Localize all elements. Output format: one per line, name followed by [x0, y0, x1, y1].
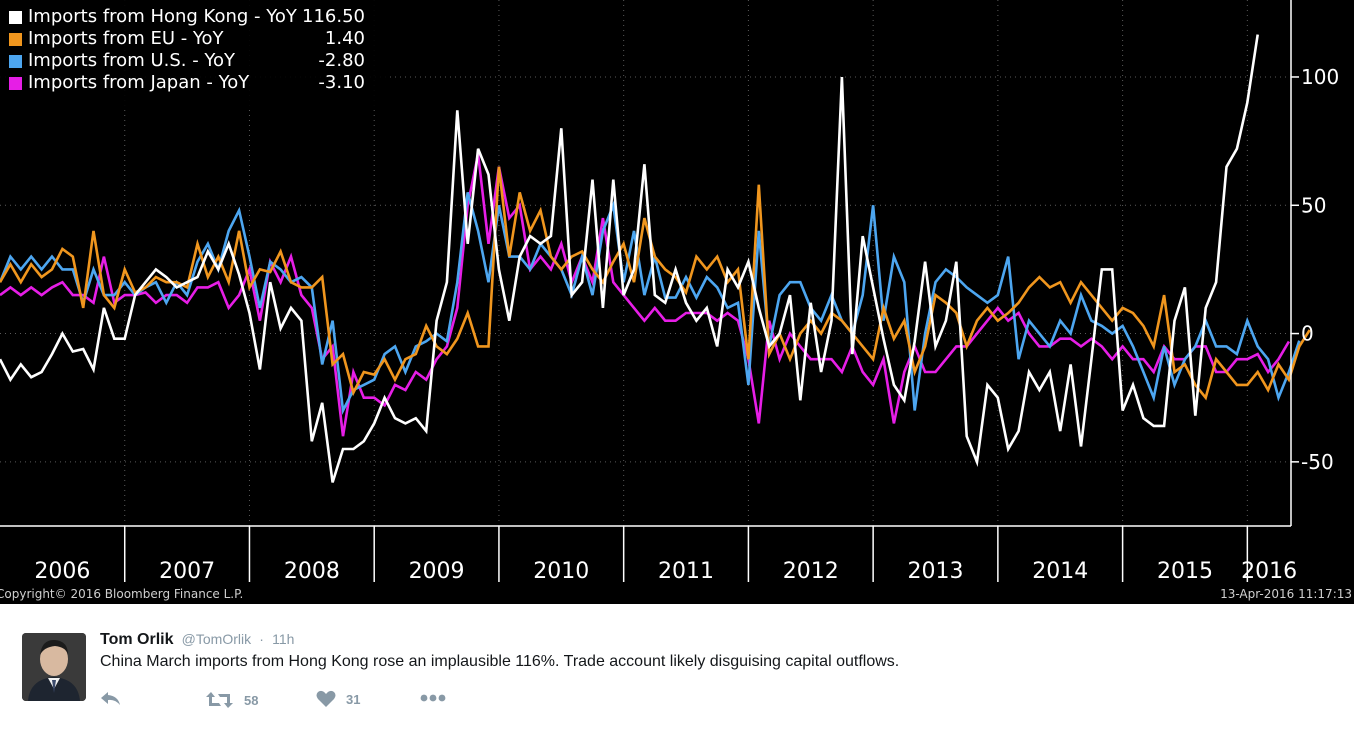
legend-value: -2.80: [318, 50, 365, 71]
x-tick-label: 2011: [658, 559, 714, 584]
legend-label: Imports from U.S. - YoY: [28, 50, 236, 71]
x-tick-label: 2014: [1032, 559, 1088, 584]
x-tick-label: 2006: [34, 559, 90, 584]
like-button[interactable]: 31: [316, 690, 360, 708]
tweet-time[interactable]: 11h: [272, 631, 295, 647]
tweet-card: Tom Orlik @TomOrlik · 11h China March im…: [0, 604, 1354, 738]
author-name[interactable]: Tom Orlik: [100, 631, 174, 648]
more-button[interactable]: [420, 693, 448, 703]
tweet-header: Tom Orlik @TomOrlik · 11h: [100, 631, 294, 649]
y-tick-label: 100: [1301, 65, 1339, 89]
like-count: 31: [346, 691, 361, 707]
series-line-imports-from-eu-yoy: [0, 166, 1311, 401]
copyright-text: Copyright© 2016 Bloomberg Finance L.P.: [0, 587, 243, 601]
x-tick-label: 2013: [908, 559, 964, 584]
chart-panel: Imports from Hong Kong - YoY 116.50 Import…: [0, 0, 1354, 604]
separator: ·: [259, 631, 264, 647]
x-tick-label: 2012: [783, 559, 839, 584]
legend-label: Imports from Japan - YoY: [28, 72, 250, 93]
y-tick-label: -50: [1301, 450, 1334, 474]
retweet-button[interactable]: 58: [206, 690, 258, 710]
legend-value: 116.50: [302, 6, 365, 27]
x-tick-label: 2007: [159, 559, 215, 584]
x-tick-label: 2015: [1157, 559, 1213, 584]
author-handle[interactable]: @TomOrlik: [181, 631, 252, 647]
x-tick-label: 2016: [1241, 559, 1297, 584]
year-dividers: [123, 526, 1249, 582]
retweet-icon: [206, 692, 233, 708]
reply-icon: [101, 692, 120, 705]
legend-value: -3.10: [318, 72, 365, 93]
legend-value: 1.40: [325, 28, 365, 49]
heart-icon: [316, 690, 336, 707]
legend-label: Imports from Hong Kong - YoY: [28, 6, 298, 27]
x-tick-label: 2008: [284, 559, 340, 584]
y-axis: 100 50 0 -50: [0, 0, 1339, 527]
x-tick-label: 2010: [533, 559, 589, 584]
more-icon: [420, 694, 446, 702]
y-tick-label: 50: [1301, 193, 1326, 217]
legend-box: [0, 0, 386, 108]
tweet-text: China March imports from Hong Kong rose …: [100, 653, 900, 670]
retweet-count: 58: [244, 692, 259, 708]
series-line-imports-from-hong-kong-yoy: [0, 34, 1259, 483]
series-line-imports-from-japan-yoy: [0, 153, 1291, 437]
legend-swatch: [9, 33, 22, 46]
x-tick-label: 2009: [409, 559, 465, 584]
gridlines: [0, 0, 1291, 526]
timestamp-text: 13-Apr-2016 11:17:13: [1220, 587, 1352, 601]
legend: Imports from Hong Kong - YoY 116.50 Import…: [0, 0, 386, 108]
series-layer: [0, 34, 1311, 483]
legend-swatch: [9, 11, 22, 24]
legend-label: Imports from EU - YoY: [28, 28, 225, 49]
reply-button[interactable]: [100, 690, 122, 708]
chart: Imports from Hong Kong - YoY 116.50 Import…: [0, 0, 1352, 601]
avatar[interactable]: [22, 633, 86, 701]
legend-swatch: [9, 77, 22, 90]
x-axis: 2006 2007 2008 2009 2010 2011 2012 2013 2014 2015…: [34, 559, 1297, 584]
legend-swatch: [9, 55, 22, 68]
y-tick-label: 0: [1301, 322, 1314, 346]
